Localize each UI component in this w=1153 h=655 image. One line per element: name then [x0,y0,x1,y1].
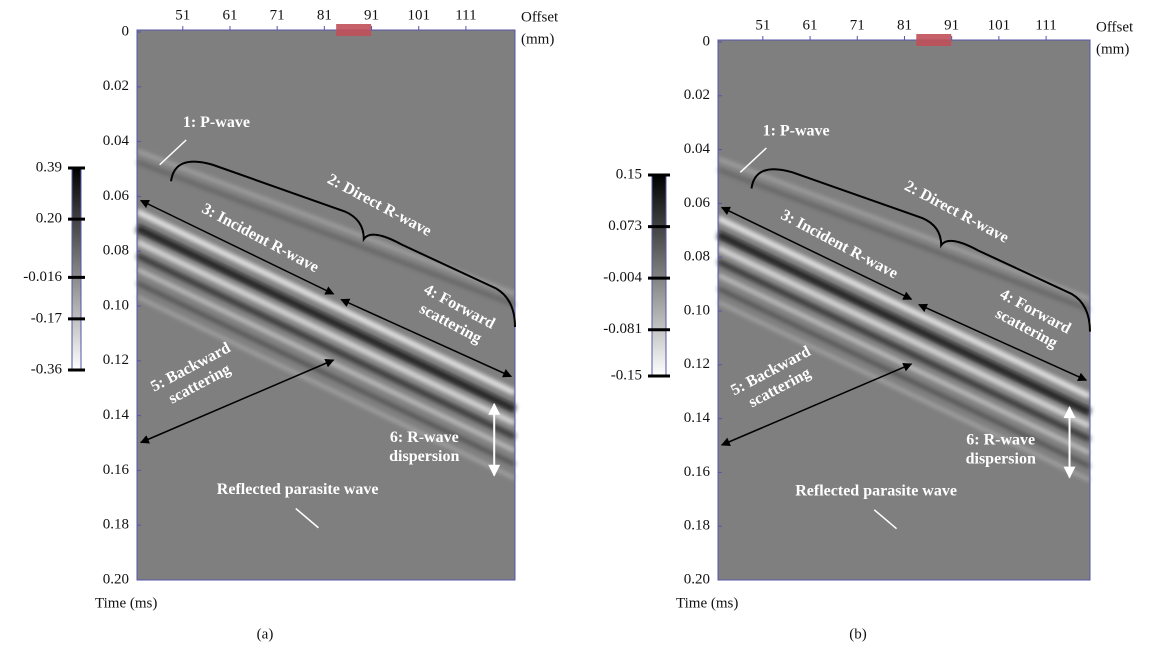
source-marker [336,24,372,36]
x-tick-label: 71 [850,17,865,33]
colorbar-tick-label: -0.15 [611,367,642,383]
y-tick-label: 0.18 [103,517,129,533]
y-tick-label: 0.10 [103,297,129,313]
pointer [159,139,187,166]
y-tick-label: 0.10 [684,302,710,318]
colorbar-tick-label: 0.073 [608,218,642,234]
y-tick-label: 0.16 [684,464,711,480]
arrow [720,206,913,300]
y-tick-label: 0.02 [103,78,129,94]
y-tick-label: 0.20 [684,571,710,587]
y-axis-label: Time (ms) [676,595,738,611]
colorbar-tick-label: 0.39 [36,159,62,175]
y-axis-label: Time (ms) [95,595,157,611]
annotation: Reflected parasite wave [217,481,379,498]
x-axis-label: Offset [521,9,559,25]
x-tick-label: 51 [755,17,770,33]
annotation: 1: P-wave [183,114,250,131]
panel-label: (b) [849,626,867,642]
annotation: 6: R-wave [390,429,459,446]
x-tick-label: 81 [317,7,332,23]
arrow [139,359,335,444]
colorbar-tick-label: -0.17 [31,310,63,326]
annotation: 1: P-wave [763,122,830,139]
y-tick-label: 0 [703,33,711,49]
x-tick-label: 81 [897,17,912,33]
y-tick-label: 0.14 [684,410,711,426]
pointer [295,507,319,529]
colorbar [651,174,667,377]
colorbar-tick-label: -0.004 [603,270,642,286]
y-tick-label: 0.20 [103,571,129,587]
annotation: dispersion [966,451,1036,468]
annotation: Reflected parasite wave [795,483,957,500]
panel-label: (a) [257,626,274,642]
x-axis-label: (mm) [1096,41,1129,57]
y-tick-label: 0.04 [684,141,711,157]
x-tick-label: 61 [222,7,237,23]
brace [750,168,1091,332]
y-tick-label: 0 [122,23,130,39]
y-tick-label: 0.04 [103,133,130,149]
y-tick-label: 0.12 [684,356,710,372]
x-tick-label: 71 [270,7,285,23]
colorbar-tick-label: -0.016 [23,269,62,285]
x-tick-label: 51 [175,7,190,23]
source-marker [916,34,952,46]
x-tick-label: 91 [944,17,959,33]
y-tick-label: 0.12 [103,352,129,368]
y-tick-label: 0.18 [684,518,710,534]
y-tick-label: 0.16 [103,462,130,478]
x-tick-label: 111 [1035,17,1056,33]
colorbar [71,167,82,371]
colorbar-tick-label: -0.36 [31,361,63,377]
x-tick-label: 61 [803,17,818,33]
plot-frame [136,29,516,581]
colorbar-tick-label: -0.081 [603,321,642,337]
arrow [720,363,913,446]
pointer [873,509,898,530]
x-tick-label: 91 [364,7,379,23]
annotation: 6: R-wave [966,432,1035,449]
y-tick-label: 0.14 [103,407,130,423]
y-tick-label: 0.08 [103,243,129,259]
x-tick-label: 111 [455,7,476,23]
x-tick-label: 101 [988,17,1011,33]
brace [170,160,516,328]
y-tick-label: 0.08 [684,249,710,265]
y-tick-label: 0.06 [103,188,130,204]
arrow [340,298,513,378]
annotation: dispersion [389,448,459,465]
y-tick-label: 0.02 [684,87,710,103]
x-axis-label: Offset [1096,19,1134,35]
arrow [918,303,1088,381]
colorbar-tick-label: 0.15 [616,166,642,182]
colorbar-tick-label: 0.20 [36,211,62,227]
y-tick-label: 0.06 [684,195,711,211]
pointer [739,147,767,173]
x-axis-label: (mm) [521,31,554,47]
x-tick-label: 101 [407,7,430,23]
arrow [139,199,335,295]
